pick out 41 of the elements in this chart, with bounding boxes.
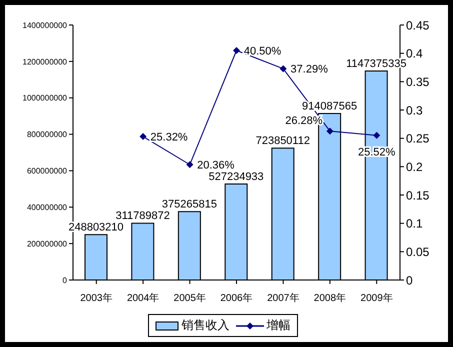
y2-tick-label: 0: [406, 273, 413, 288]
x-tick-label: 2007年: [267, 292, 300, 304]
y2-tick-label: 0.15: [406, 188, 430, 202]
data-label: 527234933: [208, 170, 264, 183]
point: [280, 65, 287, 72]
y-tick-label: 1400000000: [22, 20, 68, 30]
x-tick-label: 2005年: [174, 292, 206, 304]
y2-tick-label: 0.25: [406, 132, 430, 146]
data-label: 37.29%: [290, 64, 328, 76]
data-label: 311789872: [116, 210, 170, 222]
point: [140, 133, 147, 140]
point: [373, 132, 380, 139]
y-tick-label: 1200000000: [22, 57, 68, 66]
point: [326, 128, 334, 135]
y-tick-label: 600000000: [26, 166, 68, 176]
y-tick-label: 0: [62, 276, 68, 285]
x-tick-label: 2004年: [126, 292, 160, 304]
legend-label: 增幅: [266, 317, 290, 334]
y2-tick-label: 0.05: [406, 244, 430, 259]
x-tick-label: 2009年: [360, 292, 393, 304]
y-tick-label: 200000000: [26, 239, 68, 248]
point: [186, 161, 194, 168]
y2-tick-label: 0.45: [406, 18, 430, 32]
x-tick-label: 2006年: [220, 292, 253, 304]
y-tick-label: 800000000: [26, 130, 68, 140]
data-label: 723850112: [256, 135, 310, 148]
y2-tick-label: 0.35: [406, 74, 430, 89]
data-label: 20.36%: [197, 160, 235, 172]
x-tick-label: 2003年: [80, 292, 112, 304]
y2-tick-label: 0.4: [406, 46, 424, 61]
data-label: 375265815: [162, 198, 217, 211]
legend-label: 销售收入: [182, 317, 230, 334]
y2-tick-label: 0.1: [406, 216, 424, 231]
x-tick-label: 2008年: [314, 292, 346, 304]
y-tick-label: 400000000: [26, 202, 68, 212]
y2-tick-label: 0.2: [406, 160, 424, 174]
y2-tick-label: 0.3: [406, 103, 424, 118]
point: [233, 47, 240, 54]
data-label: 40.50%: [244, 46, 282, 58]
y-tick-label: 1000000000: [22, 94, 68, 103]
data-label: 25.32%: [150, 132, 188, 144]
